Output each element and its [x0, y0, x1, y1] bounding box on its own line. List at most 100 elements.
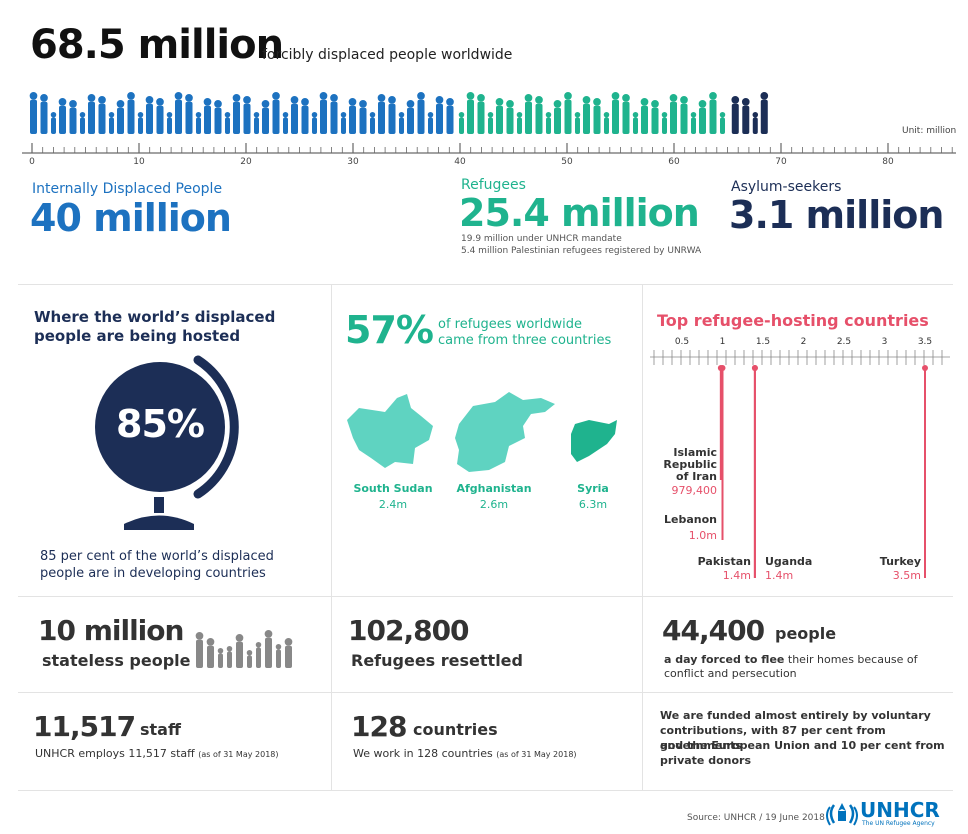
asylum-value: 3.1 million [729, 193, 944, 237]
person-head [495, 98, 504, 106]
person-head [359, 100, 367, 108]
person-body [622, 101, 630, 134]
refugees-note-unrwa: 5.4 million Palestinian refugees registe… [461, 246, 702, 256]
person-body [285, 645, 292, 668]
person-body [167, 117, 172, 134]
person-head [226, 646, 233, 652]
person-head [243, 96, 251, 104]
person-head [232, 94, 241, 102]
person-body [496, 105, 503, 134]
person-head [29, 92, 38, 100]
staff-value: 11,517 [33, 710, 136, 743]
country-value-afghanistan: 2.6m [479, 498, 509, 511]
divider [18, 790, 953, 791]
origin-desc-line2: came from three countries [438, 333, 612, 348]
person-body [709, 99, 717, 134]
divider [331, 284, 332, 790]
person-body [488, 117, 493, 134]
person-body [291, 103, 298, 134]
person-body [699, 107, 706, 134]
person-body [752, 117, 758, 134]
person-head [185, 94, 193, 102]
person-head [690, 112, 697, 118]
person-head [427, 112, 434, 118]
person-head [593, 98, 601, 106]
person-head [275, 644, 282, 650]
scale-tick-label: 40 [454, 157, 466, 167]
hosting-tick-label: 2 [800, 337, 807, 347]
total-displaced-value: 68.5 million [30, 22, 284, 68]
daily-displaced-description-2: conflict and persecution [664, 667, 797, 680]
person-head [564, 92, 572, 100]
unhcr-logo: UNHCR [860, 798, 940, 822]
hosting-tick-label: 2.5 [836, 337, 852, 347]
person-body [320, 99, 327, 134]
person-body [436, 103, 443, 134]
person-body [225, 117, 230, 134]
person-head [50, 112, 57, 118]
origin-percent: 57% [345, 308, 434, 352]
funding-line-3: and the European Union and 10 per cent f… [660, 739, 945, 752]
person-head [217, 648, 224, 654]
person-head [79, 112, 86, 118]
host-pakistan-name: Pakistan [697, 555, 751, 568]
person-head [195, 112, 202, 118]
person-head [348, 98, 357, 106]
south-sudan-map [347, 394, 433, 468]
person-head [272, 92, 280, 100]
person-body [256, 647, 261, 668]
person-head [108, 112, 115, 118]
host-uganda-value: 1.4m [765, 569, 794, 582]
person-head [290, 96, 299, 104]
funding-line-2: contributions, with 87 per cent from gov… [660, 724, 886, 752]
person-body [662, 117, 667, 134]
hosting-tick-label: 3 [881, 337, 888, 347]
person-head [340, 112, 347, 118]
person-head [582, 96, 591, 104]
person-head [116, 100, 125, 108]
person-head [516, 112, 523, 118]
person-body [388, 103, 396, 134]
person-body [88, 101, 95, 134]
stateless-value: 10 million [38, 614, 184, 647]
host-pakistan-value: 1.4m [722, 569, 751, 582]
scale-tick-label: 80 [882, 157, 894, 167]
person-body [428, 117, 433, 134]
funding-line-1: We are funded almost entirely by volunta… [660, 709, 931, 722]
person-head [435, 96, 444, 104]
person-head [206, 638, 215, 646]
person-body [254, 117, 259, 134]
person-head [632, 112, 639, 118]
person-body [330, 101, 338, 134]
person-body [583, 103, 590, 134]
person-head [195, 632, 204, 640]
person-body [262, 107, 269, 134]
host-lebanon-name: Lebanon [664, 513, 717, 526]
host-uganda-name: Uganda [765, 555, 813, 568]
resettled-value: 102,800 [348, 614, 470, 647]
person-body [312, 117, 317, 134]
person-head [406, 100, 415, 108]
person-body [59, 105, 66, 134]
person-body [378, 101, 385, 134]
staff-description-text: UNHCR employs 11,517 staff [35, 747, 195, 760]
person-body [265, 637, 272, 668]
scale-tick-label: 10 [133, 157, 145, 167]
person-head [466, 92, 475, 100]
unit-label: Unit: million [902, 126, 957, 136]
hosting-tick-label: 1.5 [755, 337, 771, 347]
person-head [640, 98, 649, 106]
daily-displaced-description: a day forced to flee their homes because… [664, 652, 918, 667]
scale-tick-label: 60 [668, 157, 680, 167]
scale-tick-label: 50 [561, 157, 573, 167]
resettled-label: Refugees resettled [351, 651, 523, 670]
person-head [698, 100, 707, 108]
person-body [525, 101, 532, 134]
scale-tick-label: 0 [29, 157, 35, 167]
person-body [117, 107, 124, 134]
person-body [196, 117, 201, 134]
person-body [417, 99, 425, 134]
hosting-title: Top refugee-hosting countries [657, 311, 929, 330]
host-iran-name-3: of Iran [676, 470, 717, 483]
person-head [574, 112, 581, 118]
